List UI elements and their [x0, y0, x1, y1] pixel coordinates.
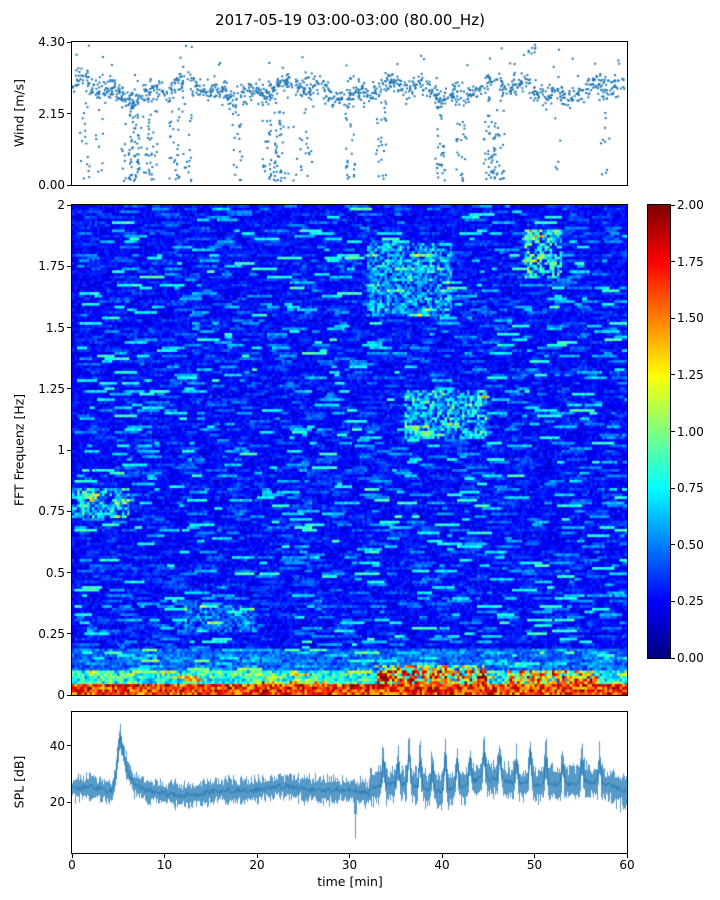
tick-mark: [671, 317, 675, 319]
x-axis-label: time [min]: [317, 874, 383, 889]
colorbar-tick-label: 0.25: [677, 594, 704, 609]
colorbar-tick-label: 0.50: [677, 537, 704, 552]
spl-ytick-label: 20: [49, 795, 65, 810]
tick-mark: [67, 113, 71, 114]
wind-y-axis-label: Wind [m/s]: [11, 78, 27, 148]
x-tick-label: 50: [526, 858, 543, 872]
tick-mark: [67, 801, 71, 803]
colorbar-tick-label: 0.75: [677, 481, 704, 496]
colorbar-tick-label: 1.50: [677, 311, 704, 326]
spectrogram-y-axis-label: FFT Frequenz [Hz]: [11, 393, 27, 507]
colorbar-tick-label: 2.00: [677, 198, 704, 212]
colorbar-canvas: [647, 204, 671, 659]
spectrogram-ytick-label: 1.75: [38, 259, 65, 274]
figure-title: 2017-05-19 03:00-03:00 (80.00_Hz): [215, 11, 485, 29]
tick-mark: [164, 854, 165, 858]
tick-mark: [349, 854, 350, 858]
tick-mark: [67, 184, 71, 186]
x-tick-label: 20: [249, 858, 265, 872]
tick-mark: [67, 449, 71, 451]
x-tick-label: 40: [434, 858, 450, 872]
tick-mark: [671, 431, 675, 432]
tick-mark: [67, 265, 71, 267]
tick-mark: [67, 388, 71, 390]
spl-y-axis-label: SPL [dB]: [11, 755, 27, 809]
colorbar-tick-label: 0.00: [677, 651, 704, 665]
wind-scatter-canvas: [71, 41, 628, 186]
colorbar-tick-label: 1.00: [677, 424, 704, 439]
tick-mark: [67, 510, 71, 512]
tick-mark: [671, 544, 675, 546]
spectrogram-ytick-label: 0.25: [38, 626, 65, 641]
tick-mark: [67, 41, 71, 43]
spl-ytick-label: 40: [49, 738, 65, 753]
wind-ytick-label: 4.30: [38, 35, 65, 49]
tick-mark: [534, 854, 535, 858]
tick-mark: [626, 854, 628, 858]
tick-mark: [671, 204, 675, 206]
wind-ytick-label: 2.15: [38, 106, 65, 121]
spectrogram-ytick-label: 1: [57, 443, 65, 457]
colorbar-tick-label: 1.25: [677, 367, 704, 382]
tick-mark: [671, 600, 675, 602]
x-tick-label: 0: [68, 858, 76, 872]
tick-mark: [67, 745, 71, 747]
tick-mark: [67, 204, 71, 206]
tick-mark: [256, 854, 258, 858]
spectrogram-ytick-label: 2: [57, 198, 65, 212]
x-tick-label: 60: [619, 858, 635, 872]
spectrogram-canvas: [71, 204, 628, 696]
tick-mark: [671, 657, 675, 659]
spl-line-canvas: [71, 711, 628, 854]
colorbar-tick-label: 1.75: [677, 254, 704, 269]
tick-mark: [67, 694, 71, 696]
tick-mark: [671, 374, 675, 376]
x-tick-label: 10: [156, 858, 173, 872]
spectrogram-ytick-label: 1.5: [45, 320, 65, 335]
spectrogram-ytick-label: 1.25: [38, 381, 65, 396]
tick-mark: [67, 327, 71, 328]
tick-mark: [71, 854, 73, 858]
spectrogram-ytick-label: 0.5: [45, 565, 65, 580]
spectrogram-ytick-label: 0.75: [38, 504, 65, 519]
tick-mark: [67, 633, 71, 635]
tick-mark: [441, 854, 443, 858]
wind-ytick-label: 0.00: [38, 178, 65, 192]
tick-mark: [67, 572, 71, 573]
tick-mark: [671, 487, 675, 489]
x-tick-label: 30: [341, 858, 358, 872]
spectrogram-ytick-label: 0: [57, 688, 65, 702]
tick-mark: [671, 261, 675, 263]
